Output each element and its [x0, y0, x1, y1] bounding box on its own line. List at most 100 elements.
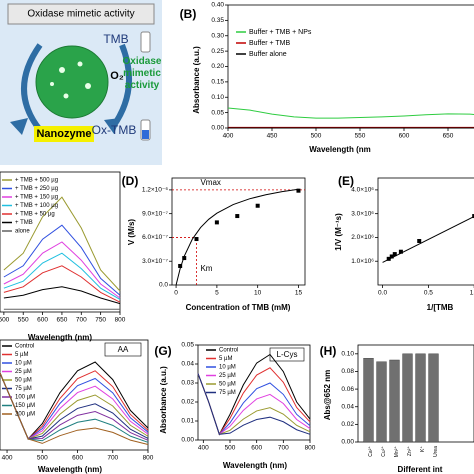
data-point [178, 263, 183, 268]
fit-line [382, 215, 474, 263]
data-point [398, 249, 403, 254]
y-tick-label: 0.08 [341, 368, 354, 375]
y-tick-label: 0.00 [341, 439, 354, 446]
legend-label: 10 µM [219, 365, 236, 371]
legend-label: 150 µM [15, 403, 35, 409]
panel-a: Oxidase mimetic activity TMB O₂ Oxidase … [0, 0, 162, 165]
y-tick-label: 0.04 [341, 403, 354, 410]
y-tick-label: 3.0×10⁶ [351, 210, 374, 217]
axes-frame [171, 177, 306, 286]
y-axis-label: Abs@652 nm [323, 370, 332, 420]
bar [389, 359, 400, 443]
y-tick-label: 0.00 [211, 125, 224, 132]
legend-label: 10 µM [15, 361, 32, 367]
panel-label: (H) [320, 344, 337, 358]
x-tick-label: Zn²⁺ [407, 446, 413, 457]
y-tick-label: 0.03 [181, 380, 194, 387]
x-tick-label: 600 [399, 133, 410, 140]
annotation-label: L-Cys [277, 350, 298, 359]
x-tick-label: 700 [278, 445, 289, 452]
legend-label: 50 µM [219, 382, 236, 388]
y-tick-label: 0.10 [341, 351, 354, 358]
y-tick-label: 0.25 [211, 48, 224, 55]
fit-line [175, 188, 299, 286]
legend-label: + TMB [15, 220, 33, 226]
series-line [3, 196, 121, 292]
x-tick-label: 500 [37, 455, 48, 462]
legend-label: alone [15, 229, 30, 235]
series-line [227, 107, 474, 119]
title-box [7, 3, 155, 25]
catalyst-box [34, 126, 94, 142]
substrate-label: TMB [103, 32, 128, 46]
y-tick-label: 1.2×10⁻⁶ [142, 187, 168, 194]
x-tick-label: 550 [355, 133, 366, 140]
bar [415, 353, 426, 443]
y-tick-label: 0.00 [181, 437, 194, 444]
series-line [0, 372, 149, 445]
x-tick-label: 600 [37, 317, 48, 324]
data-point [296, 188, 301, 193]
y-axis-label: 1/V (M⁻¹s) [334, 213, 343, 251]
axes-frame [0, 171, 121, 313]
annotation: Km [200, 264, 212, 273]
x-axis-label: 1/[TMB [427, 303, 454, 312]
data-point [194, 237, 199, 242]
x-tick-label: 450 [267, 133, 278, 140]
y-tick-label: 0.40 [211, 2, 224, 9]
data-point [214, 220, 219, 225]
x-tick-label: 550 [18, 317, 29, 324]
legend-label: Buffer + TMB [249, 40, 291, 47]
pore [50, 82, 54, 86]
x-tick-label: 800 [143, 455, 154, 462]
y-tick-label: 0.35 [211, 17, 224, 24]
legend-label: + TMB + 500 µg [15, 178, 58, 184]
diagram-title: Oxidase mimetic activity [27, 9, 134, 20]
panel-label: (B) [180, 7, 197, 21]
y-tick-label: 0.01 [181, 418, 194, 425]
panel-label: (D) [122, 174, 139, 188]
legend-label: 50 µM [15, 378, 32, 384]
data-point [389, 254, 394, 259]
x-axis-label: Wavelength (nm [309, 145, 370, 154]
x-tick-label: 400 [2, 455, 13, 462]
x-axis-label: Wavelength (nm) [223, 461, 287, 470]
legend-label: + TMB + 150 µg [15, 195, 58, 201]
x-tick-label: 750 [95, 317, 106, 324]
y-tick-label: 0.02 [181, 399, 194, 406]
pore [85, 83, 91, 89]
panel-label: (E) [338, 174, 354, 188]
axes-frame [0, 339, 149, 451]
legend-label: Control [15, 344, 34, 350]
x-tick-label: 500 [225, 445, 236, 452]
bar [363, 358, 374, 443]
legend-label: 100 µM [15, 395, 35, 401]
panel-label: (G) [154, 344, 171, 358]
x-tick-label: 650 [57, 317, 68, 324]
x-tick-label: 500 [0, 317, 10, 324]
annotation-label: AA [118, 345, 129, 354]
data-point [392, 252, 397, 257]
x-axis-label: Wavelength (nm) [28, 333, 92, 342]
y-tick-label: 0.04 [181, 361, 194, 368]
bar [376, 361, 387, 443]
series-line [3, 224, 121, 296]
y-tick-label: 1.0×10⁶ [351, 258, 374, 265]
arrow [21, 43, 43, 132]
y-axis-label: Absorbance (a.u.) [192, 46, 201, 114]
bar [402, 353, 413, 443]
y-tick-label: 2.0×10⁶ [351, 234, 374, 241]
bar [428, 353, 439, 443]
legend-label: 75 µM [15, 386, 32, 392]
x-tick-label: Ca²⁺ [368, 446, 374, 457]
legend-label: Buffer + TMB + NPs [249, 29, 312, 36]
x-tick-label: Mn²⁺ [394, 446, 400, 458]
y-tick-label: 0.02 [341, 421, 354, 428]
series-line [3, 265, 121, 303]
tube-liquid [142, 130, 149, 139]
x-tick-label: 650 [443, 133, 454, 140]
x-tick-label: Urea [433, 446, 439, 457]
y-tick-label: 3.0×10⁻⁷ [142, 258, 168, 265]
data-point [386, 256, 391, 261]
